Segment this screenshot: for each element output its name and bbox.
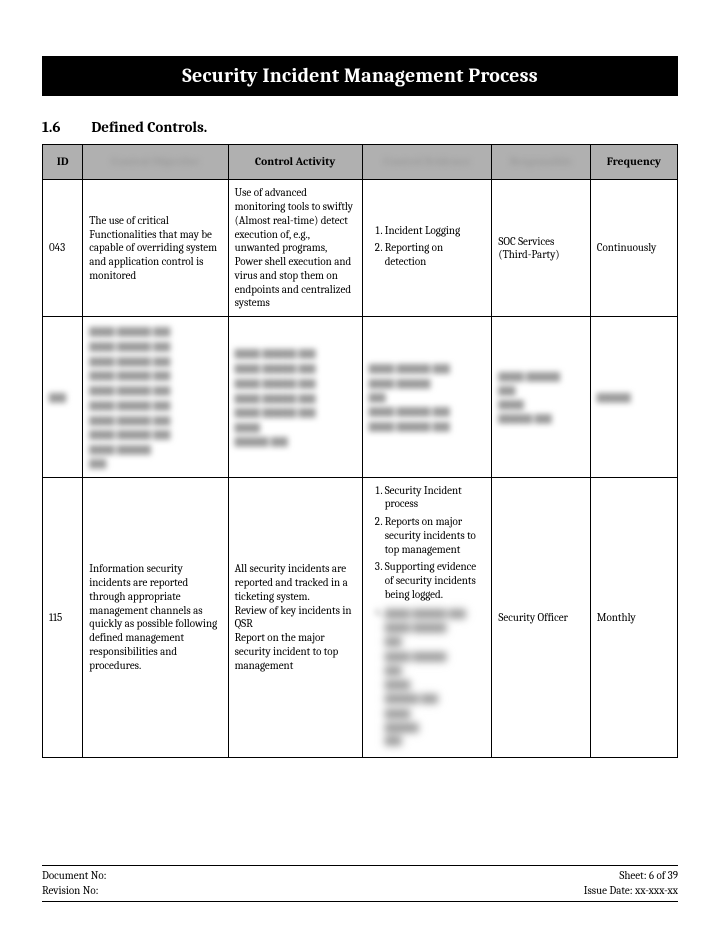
col-responsible: Responsible bbox=[492, 145, 590, 180]
table-row: ▆▆▆▆▆ ▆▆▆▆ ▆▆▆▆▆ ▆▆▆▆ ▆▆▆▆▆ ▆▆▆▆ ▆▆▆▆▆ ▆… bbox=[43, 317, 678, 478]
evidence-item-blurred: ▆▆▆ ▆▆▆▆ ▆▆▆▆▆ ▆▆▆▆ ▆▆▆▆▆ ▆▆▆▆ ▆▆▆▆▆ ▆▆▆… bbox=[385, 606, 486, 748]
table-row: 043The use of critical Functionalities t… bbox=[43, 180, 678, 317]
rev-no-label: Revision No: bbox=[42, 884, 99, 898]
footer-row-1: Document No: Sheet: 6 of 39 bbox=[42, 869, 678, 883]
cell-evidence: Security Incident process Reports on majo… bbox=[362, 477, 492, 758]
cell-activity: ▆▆▆ ▆▆▆▆ ▆▆▆▆▆ ▆▆▆▆ ▆▆▆▆▆ ▆▆▆▆ ▆▆▆▆▆ ▆▆▆… bbox=[228, 317, 362, 478]
cell-id: ▆▆ bbox=[43, 317, 83, 478]
evidence-item: Supporting evidence of security incident… bbox=[385, 560, 486, 601]
col-activity: Control Activity bbox=[228, 145, 362, 180]
cell-responsible: Security Officer bbox=[492, 477, 590, 758]
section-label: Defined Controls. bbox=[91, 118, 207, 136]
cell-frequency: Monthly bbox=[590, 477, 677, 758]
controls-table: ID Control Objective Control Activity Co… bbox=[42, 144, 678, 758]
cell-objective: ▆▆▆ ▆▆▆▆ ▆▆▆▆▆ ▆▆▆▆ ▆▆▆▆▆ ▆▆▆▆ ▆▆▆▆▆ ▆▆▆… bbox=[83, 317, 228, 478]
sheet-label: Sheet: 6 of 39 bbox=[619, 869, 678, 883]
cell-objective: The use of critical Functionalities that… bbox=[83, 180, 228, 317]
col-evidence: Control Evidence bbox=[362, 145, 492, 180]
cell-frequency: ▆▆▆▆ bbox=[590, 317, 677, 478]
page-title-bar: Security Incident Management Process bbox=[42, 56, 678, 96]
table-row: 115Information security incidents are re… bbox=[43, 477, 678, 758]
footer-rule-bottom bbox=[42, 901, 678, 902]
cell-evidence: Incident Logging Reporting on detection bbox=[362, 180, 492, 317]
cell-activity: Use of advanced monitoring tools to swif… bbox=[228, 180, 362, 317]
section-heading: 1.6 Defined Controls. bbox=[42, 118, 678, 136]
cell-id: 115 bbox=[43, 477, 83, 758]
cell-objective: Information security incidents are repor… bbox=[83, 477, 228, 758]
section-number: 1.6 bbox=[42, 118, 88, 136]
cell-responsible: SOC Services (Third-Party) bbox=[492, 180, 590, 317]
cell-evidence: ▆▆▆ ▆▆▆▆ ▆▆▆▆▆ ▆▆▆▆ ▆▆▆▆▆ ▆▆▆▆ ▆▆▆▆▆ ▆▆▆… bbox=[362, 317, 492, 478]
cell-responsible: ▆▆▆ ▆▆▆▆ ▆▆▆▆▆ ▆▆▆▆ ▆▆ bbox=[492, 317, 590, 478]
col-objective: Control Objective bbox=[83, 145, 228, 180]
col-frequency: Frequency bbox=[590, 145, 677, 180]
issue-label: Issue Date: xx-xxx-xx bbox=[584, 884, 678, 898]
evidence-item: Reporting on detection bbox=[385, 241, 486, 269]
evidence-item: Incident Logging bbox=[385, 224, 486, 238]
cell-frequency: Continuously bbox=[590, 180, 677, 317]
footer-rule-top bbox=[42, 865, 678, 866]
evidence-item: Security Incident process bbox=[385, 484, 486, 512]
footer-row-2: Revision No: Issue Date: xx-xxx-xx bbox=[42, 884, 678, 898]
table-header-row: ID Control Objective Control Activity Co… bbox=[43, 145, 678, 180]
cell-activity: All security incidents are reported and … bbox=[228, 477, 362, 758]
evidence-item: Reports on major security incidents to t… bbox=[385, 515, 486, 556]
cell-id: 043 bbox=[43, 180, 83, 317]
page: Security Incident Management Process 1.6… bbox=[0, 0, 720, 932]
page-title: Security Incident Management Process bbox=[182, 64, 538, 87]
page-footer: Document No: Sheet: 6 of 39 Revision No:… bbox=[42, 865, 678, 902]
doc-no-label: Document No: bbox=[42, 869, 107, 883]
table-body: 043The use of critical Functionalities t… bbox=[43, 180, 678, 758]
col-id: ID bbox=[43, 145, 83, 180]
